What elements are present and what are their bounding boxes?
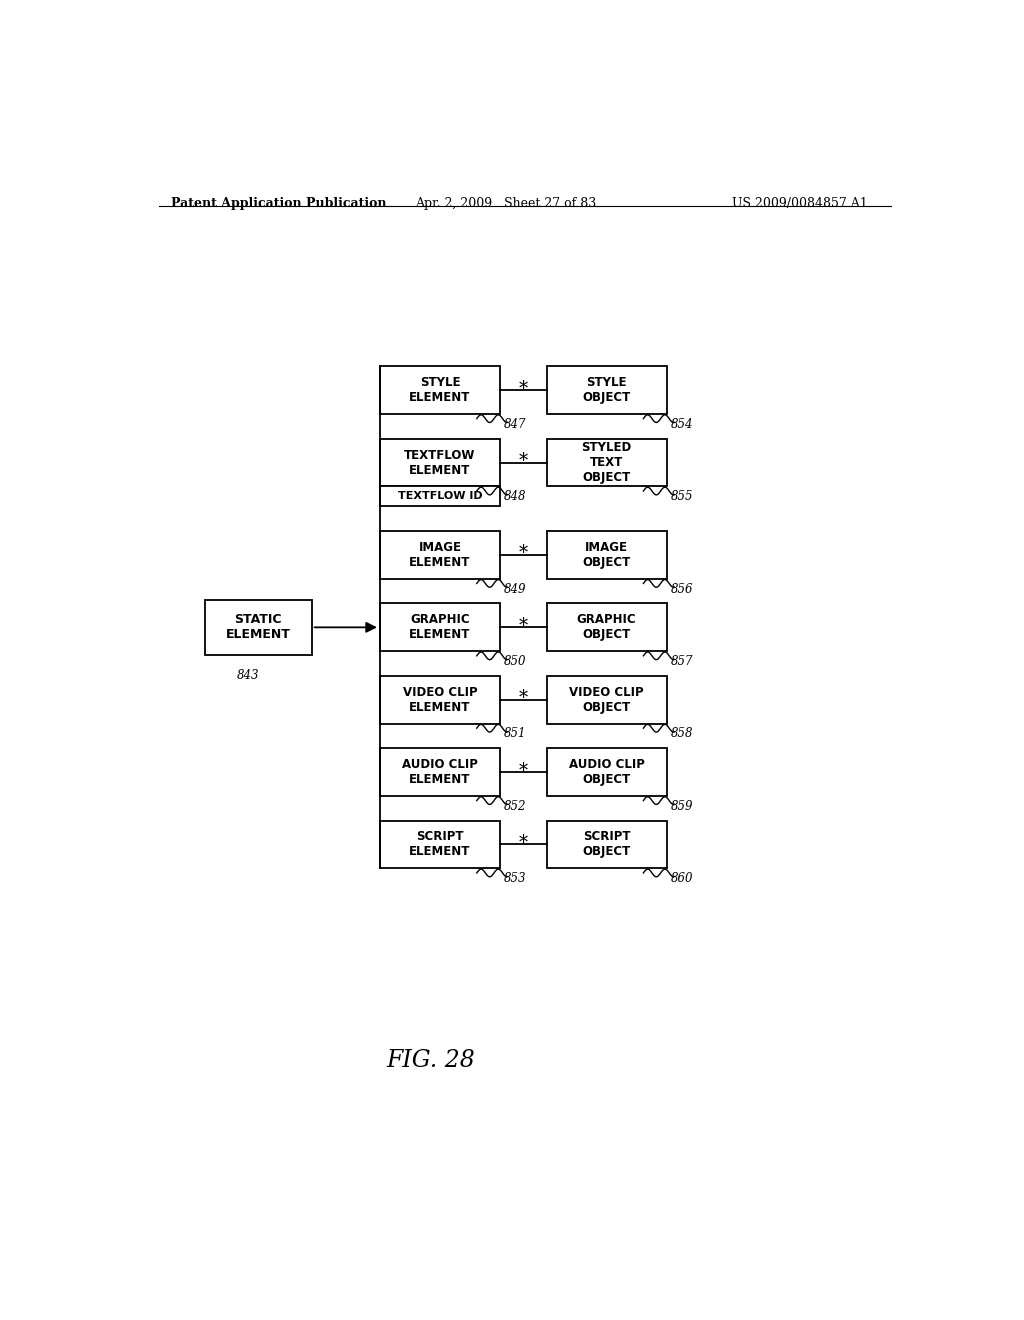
Text: *: * <box>519 544 527 562</box>
FancyBboxPatch shape <box>380 603 500 651</box>
FancyBboxPatch shape <box>380 367 500 414</box>
Text: 857: 857 <box>671 655 693 668</box>
Text: 854: 854 <box>671 418 693 430</box>
FancyBboxPatch shape <box>547 438 667 487</box>
Text: 856: 856 <box>671 582 693 595</box>
Text: GRAPHIC
ELEMENT: GRAPHIC ELEMENT <box>410 614 471 642</box>
Text: SCRIPT
ELEMENT: SCRIPT ELEMENT <box>410 830 471 858</box>
Text: 848: 848 <box>504 490 526 503</box>
Text: AUDIO CLIP
ELEMENT: AUDIO CLIP ELEMENT <box>402 758 478 787</box>
Text: AUDIO CLIP
OBJECT: AUDIO CLIP OBJECT <box>568 758 644 787</box>
Text: 853: 853 <box>504 873 526 886</box>
FancyBboxPatch shape <box>547 603 667 651</box>
Text: 850: 850 <box>504 655 526 668</box>
Text: VIDEO CLIP
OBJECT: VIDEO CLIP OBJECT <box>569 685 644 714</box>
Text: US 2009/0084857 A1: US 2009/0084857 A1 <box>732 197 868 210</box>
FancyBboxPatch shape <box>547 748 667 796</box>
Text: IMAGE
OBJECT: IMAGE OBJECT <box>583 541 631 569</box>
Text: *: * <box>519 380 527 397</box>
Text: SCRIPT
OBJECT: SCRIPT OBJECT <box>583 830 631 858</box>
Text: 851: 851 <box>504 727 526 741</box>
FancyBboxPatch shape <box>547 821 667 869</box>
Text: TEXTFLOW ID: TEXTFLOW ID <box>397 491 482 502</box>
Text: 855: 855 <box>671 490 693 503</box>
Text: 849: 849 <box>504 582 526 595</box>
FancyBboxPatch shape <box>380 821 500 869</box>
Text: *: * <box>519 762 527 780</box>
Text: Apr. 2, 2009   Sheet 27 of 83: Apr. 2, 2009 Sheet 27 of 83 <box>415 197 596 210</box>
FancyBboxPatch shape <box>380 748 500 796</box>
Text: GRAPHIC
OBJECT: GRAPHIC OBJECT <box>577 614 636 642</box>
Text: *: * <box>519 616 527 635</box>
Text: 858: 858 <box>671 727 693 741</box>
Text: STYLE
ELEMENT: STYLE ELEMENT <box>410 376 471 404</box>
FancyBboxPatch shape <box>205 599 311 655</box>
Text: STYLED
TEXT
OBJECT: STYLED TEXT OBJECT <box>582 441 632 484</box>
FancyBboxPatch shape <box>380 531 500 579</box>
Text: TEXTFLOW
ELEMENT: TEXTFLOW ELEMENT <box>404 449 475 477</box>
Text: STATIC
ELEMENT: STATIC ELEMENT <box>225 614 291 642</box>
FancyBboxPatch shape <box>380 487 500 507</box>
Text: 843: 843 <box>237 669 259 682</box>
Text: 860: 860 <box>671 873 693 886</box>
Text: *: * <box>519 689 527 708</box>
FancyBboxPatch shape <box>380 438 500 487</box>
FancyBboxPatch shape <box>380 676 500 723</box>
FancyBboxPatch shape <box>547 531 667 579</box>
Text: STYLE
OBJECT: STYLE OBJECT <box>583 376 631 404</box>
Text: 859: 859 <box>671 800 693 813</box>
Text: *: * <box>519 834 527 851</box>
Text: IMAGE
ELEMENT: IMAGE ELEMENT <box>410 541 471 569</box>
Text: *: * <box>519 451 527 470</box>
Text: 852: 852 <box>504 800 526 813</box>
FancyBboxPatch shape <box>547 676 667 723</box>
Text: FIG. 28: FIG. 28 <box>386 1049 475 1072</box>
Text: VIDEO CLIP
ELEMENT: VIDEO CLIP ELEMENT <box>402 685 477 714</box>
FancyBboxPatch shape <box>547 367 667 414</box>
Text: 847: 847 <box>504 418 526 430</box>
Text: Patent Application Publication: Patent Application Publication <box>171 197 386 210</box>
